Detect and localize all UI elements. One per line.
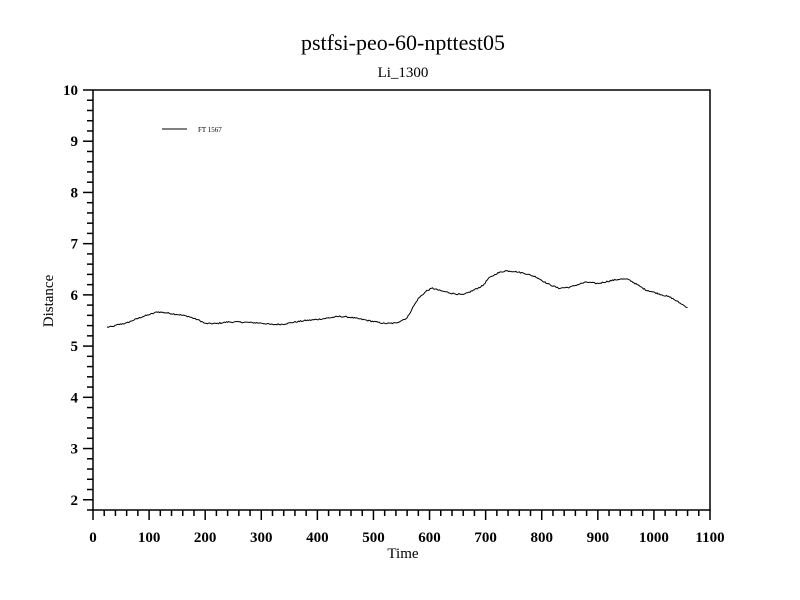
y-tick-label: 5 bbox=[71, 339, 79, 355]
y-tick-label: 3 bbox=[71, 442, 79, 458]
series-line-0 bbox=[106, 270, 688, 328]
y-tick-label: 6 bbox=[71, 288, 79, 304]
x-tick-label: 1000 bbox=[639, 530, 669, 546]
chart-subtitle: Li_1300 bbox=[378, 65, 429, 81]
x-tick-label: 900 bbox=[587, 530, 610, 546]
x-tick-label: 100 bbox=[138, 530, 161, 546]
legend-entry-label: FT 1567 bbox=[198, 126, 222, 134]
x-axis-tick-labels: 0 100 200 300 400 500 600 700 800 900 1000 1100 bbox=[89, 530, 724, 546]
y-tick-label: 4 bbox=[71, 390, 79, 406]
y-tick-label: 10 bbox=[63, 83, 78, 99]
x-tick-label: 300 bbox=[250, 530, 273, 546]
x-tick-label: 0 bbox=[89, 530, 97, 546]
plot-frame bbox=[92, 89, 711, 511]
x-tick-label: 700 bbox=[474, 530, 497, 546]
y-axis-ticks bbox=[83, 89, 93, 511]
series-group bbox=[106, 270, 688, 328]
x-tick-label: 1100 bbox=[695, 530, 724, 546]
y-tick-label: 9 bbox=[71, 134, 79, 150]
x-tick-label: 600 bbox=[418, 530, 441, 546]
x-tick-label: 800 bbox=[530, 530, 553, 546]
chart-title: pstfsi-peo-60-npttest05 bbox=[301, 30, 505, 55]
y-axis-tick-labels: 2 3 4 5 6 7 8 9 10 bbox=[63, 83, 79, 509]
x-tick-label: 200 bbox=[194, 530, 217, 546]
x-tick-label: 500 bbox=[362, 530, 385, 546]
y-tick-label: 7 bbox=[71, 237, 79, 253]
legend: FT 1567 bbox=[162, 126, 222, 134]
x-axis-label: Time bbox=[387, 546, 418, 562]
y-axis-label: Distance bbox=[41, 274, 57, 327]
y-tick-label: 2 bbox=[71, 493, 79, 509]
x-axis-ticks bbox=[92, 510, 711, 520]
y-tick-label: 8 bbox=[71, 185, 79, 201]
x-tick-label: 400 bbox=[306, 530, 329, 546]
